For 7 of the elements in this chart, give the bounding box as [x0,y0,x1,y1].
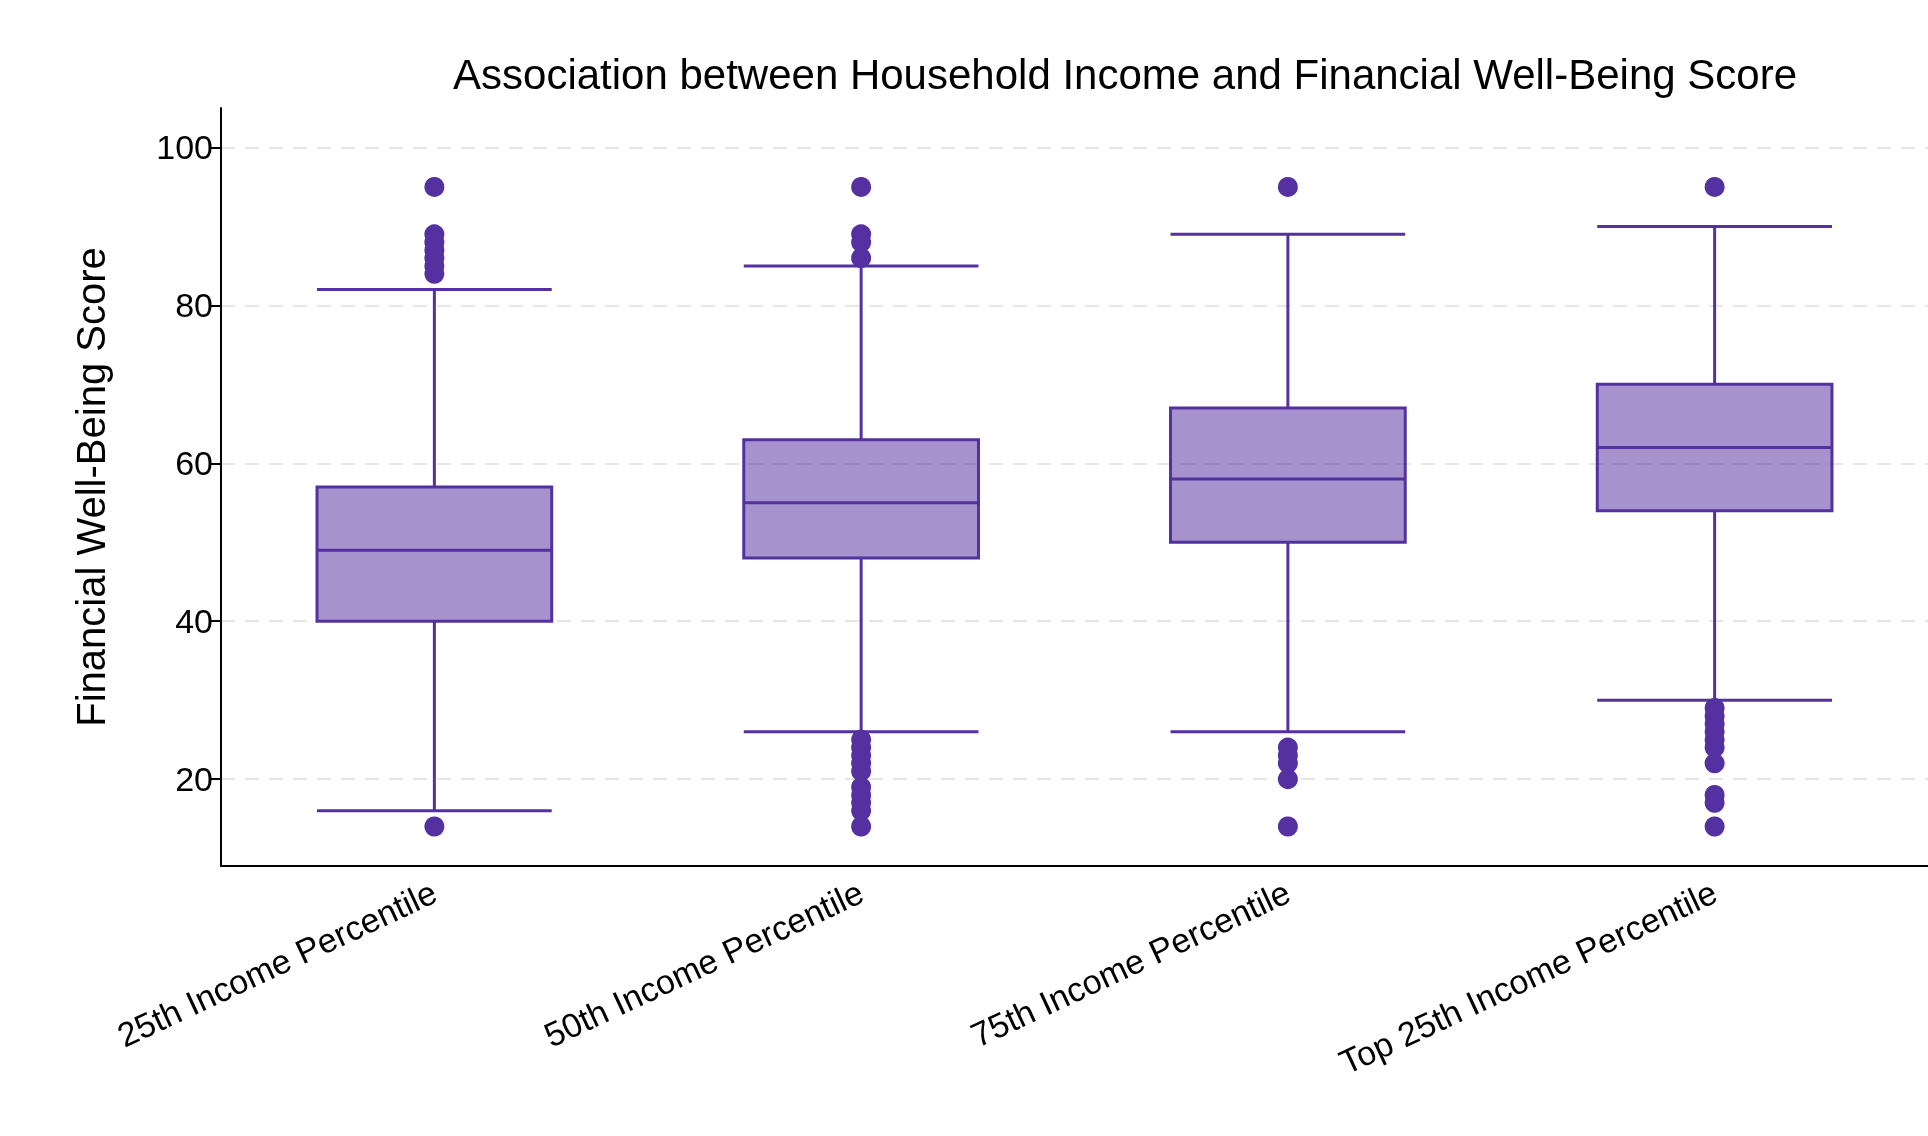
y-tick-label: 20 [175,760,213,799]
y-tick-label: 80 [175,286,213,325]
y-tick-label: 40 [175,602,213,641]
y-tick-label: 100 [156,128,213,167]
chart-title: Association between Household Income and Financial Well-Being Score [453,50,1797,98]
y-tick-label: 60 [175,444,213,483]
y-axis-title: Financial Well-Being Score [69,247,113,727]
